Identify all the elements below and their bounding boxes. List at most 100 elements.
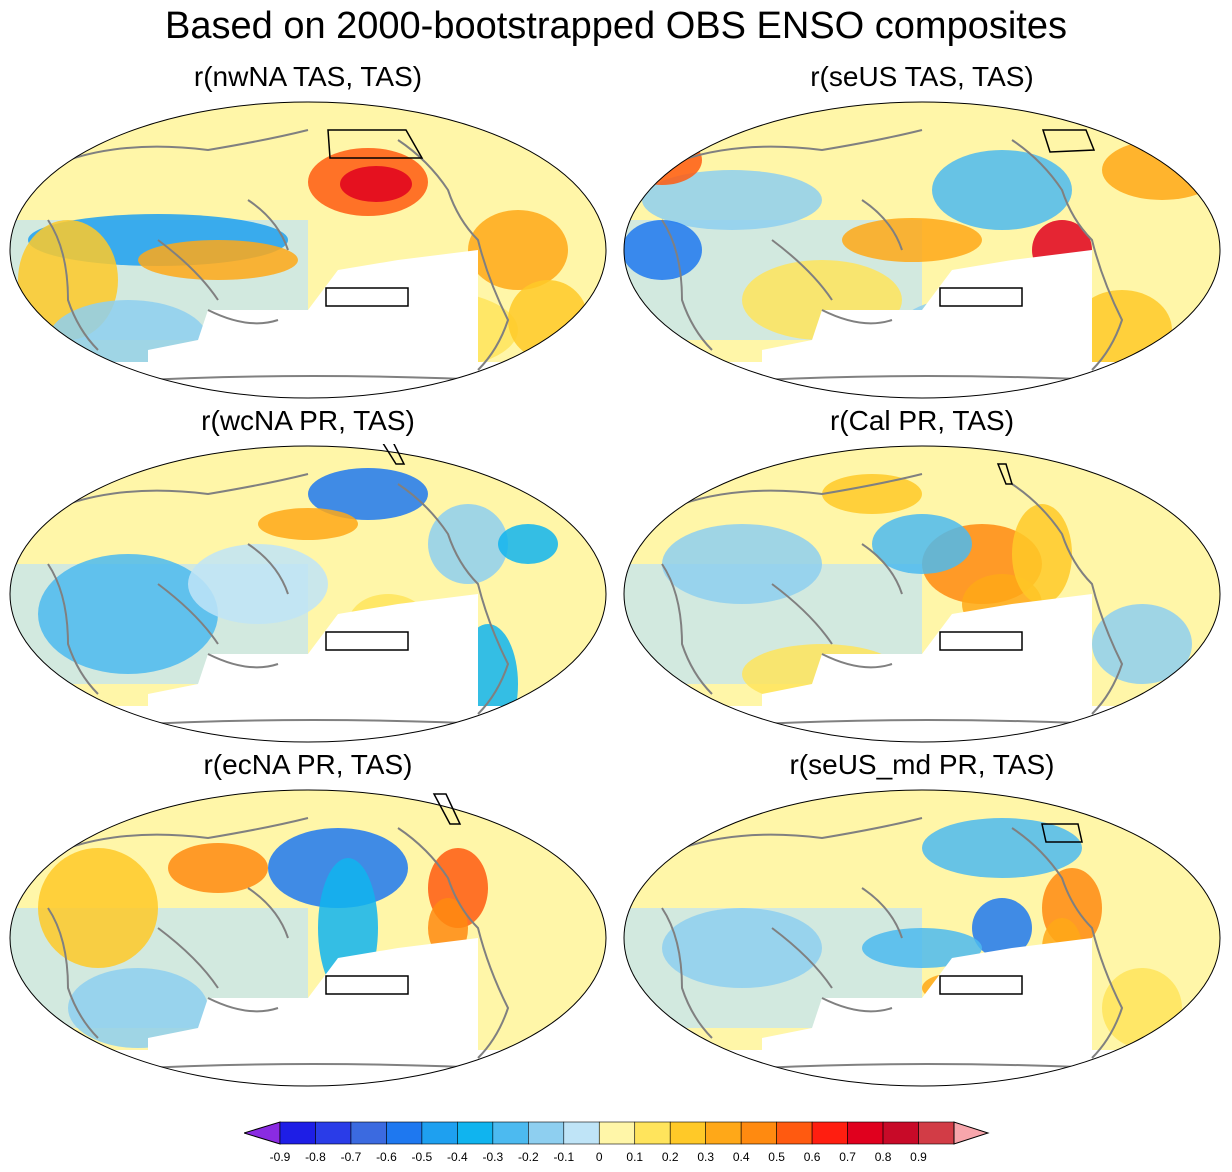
correlation-field — [38, 554, 218, 674]
colorbar-swatch — [882, 1121, 919, 1145]
enso-region-box — [325, 975, 409, 995]
correlation-field — [1092, 604, 1192, 684]
colorbar-swatches — [242, 1121, 990, 1145]
map-panel: r(seUS_md PR, TAS) — [622, 748, 1222, 1090]
colorbar-tick-label: -0.9 — [269, 1150, 291, 1164]
map-outline — [9, 789, 607, 1087]
correlation-field — [1102, 140, 1220, 200]
colorbar-swatch — [315, 1121, 352, 1145]
correlation-field — [38, 848, 158, 968]
coastlines — [661, 129, 1143, 383]
colorbar-tick-label: 0.3 — [697, 1150, 715, 1164]
enso-region-box — [325, 287, 409, 307]
map-panel: r(wcNA PR, TAS) — [8, 404, 608, 746]
enso-region-box — [939, 975, 1023, 995]
coastlines — [47, 473, 529, 727]
correlation-map — [9, 101, 607, 399]
target-region-box — [996, 463, 1014, 485]
coastlines — [47, 817, 529, 1071]
colorbar-tick-label: -0.6 — [376, 1150, 397, 1164]
target-region-box — [382, 444, 406, 465]
enso-region-box — [939, 287, 1023, 307]
correlation-field — [428, 504, 508, 584]
correlation-field — [1012, 504, 1072, 604]
colorbar-swatch — [279, 1121, 316, 1145]
colorbar-swatch — [421, 1121, 458, 1145]
correlation-field — [822, 474, 922, 514]
colorbar-swatch — [492, 1121, 529, 1145]
panel-title: r(wcNA PR, TAS) — [201, 405, 415, 436]
colorbar-swatch — [386, 1121, 423, 1145]
panel-title: r(seUS TAS, TAS) — [810, 61, 1034, 92]
colorbar-tick-label: -0.3 — [482, 1150, 504, 1164]
coastlines — [661, 817, 1143, 1071]
colorbar-tick-label: 0.2 — [661, 1150, 679, 1164]
correlation-field — [68, 968, 208, 1048]
panel-title: r(nwNA TAS, TAS) — [193, 61, 423, 92]
colorbar-tick-label: 0.8 — [874, 1150, 892, 1164]
colorbar-tick-label: 0.5 — [768, 1150, 785, 1164]
map-panel: r(Cal PR, TAS) — [622, 404, 1222, 746]
correlation-field — [842, 218, 982, 262]
correlation-field — [168, 843, 268, 893]
correlation-field — [188, 544, 328, 624]
colorbar-swatch — [634, 1121, 671, 1145]
correlation-field — [258, 508, 358, 540]
colorbar-tick-label: 0.1 — [626, 1150, 644, 1164]
enso-region-box — [939, 631, 1023, 651]
map-outline — [623, 101, 1221, 399]
colorbar-swatch — [457, 1121, 494, 1145]
correlation-field — [138, 240, 298, 280]
map-outline — [9, 445, 607, 743]
colorbar-swatch — [598, 1121, 636, 1145]
correlation-field — [662, 524, 822, 604]
correlation-map — [623, 445, 1221, 743]
colorbar-swatch — [528, 1121, 565, 1145]
colorbar-swatch — [669, 1121, 706, 1145]
correlation-field — [662, 908, 822, 988]
colorbar-swatch — [740, 1121, 777, 1145]
correlation-map — [623, 789, 1221, 1087]
correlation-field — [932, 150, 1072, 230]
colorbar-tick-label: -0.1 — [553, 1150, 575, 1164]
coastlines — [661, 473, 1143, 727]
colorbar: -0.9 -0.8 -0.7 -0.6 -0.5 -0.4 -0.3 -0.2 -0.1 0 0.1… — [242, 1120, 990, 1170]
target-region-box — [1041, 129, 1096, 153]
map-panel: r(seUS TAS, TAS) — [622, 60, 1222, 402]
correlation-field — [468, 210, 568, 290]
colorbar-swatch — [350, 1121, 387, 1145]
coastlines — [47, 129, 529, 383]
colorbar-tick-label: 0.4 — [732, 1150, 750, 1164]
map-panel: r(ecNA PR, TAS) — [8, 748, 608, 1090]
colorbar-tick-label: 0.6 — [803, 1150, 821, 1164]
colorbar-tick-label: -0.2 — [517, 1150, 539, 1164]
panel-title: r(Cal PR, TAS) — [829, 405, 1015, 436]
correlation-field — [308, 468, 428, 520]
colorbar-tick-label: -0.5 — [411, 1150, 433, 1164]
correlation-field — [972, 898, 1032, 958]
colorbar-high-triangle — [953, 1121, 990, 1145]
panel-title: r(ecNA PR, TAS) — [203, 749, 413, 780]
colorbar-swatch — [847, 1121, 884, 1145]
target-region-box — [327, 129, 424, 159]
map-outline — [623, 445, 1221, 743]
correlation-field — [922, 818, 1082, 878]
correlation-map — [9, 444, 607, 743]
correlation-field — [1102, 968, 1182, 1048]
colorbar-swatch — [776, 1121, 813, 1145]
figure-title: Based on 2000-bootstrapped OBS ENSO comp… — [165, 5, 1067, 47]
colorbar-tick-label: 0 — [595, 1150, 603, 1164]
colorbar-tick-label: 0.7 — [839, 1150, 856, 1164]
colorbar-tick-label: -0.4 — [447, 1150, 468, 1164]
colorbar-swatch — [918, 1121, 955, 1145]
target-region-box — [432, 793, 462, 825]
correlation-map — [9, 789, 607, 1087]
colorbar-low-triangle — [242, 1121, 281, 1145]
panel-title: r(seUS_md PR, TAS) — [789, 749, 1055, 780]
correlation-field — [872, 514, 972, 574]
colorbar-swatch — [705, 1121, 742, 1145]
colorbar-swatch — [811, 1121, 848, 1145]
colorbar-tick-label: -0.7 — [340, 1150, 362, 1164]
correlation-field — [498, 524, 558, 564]
correlation-field — [642, 170, 822, 230]
